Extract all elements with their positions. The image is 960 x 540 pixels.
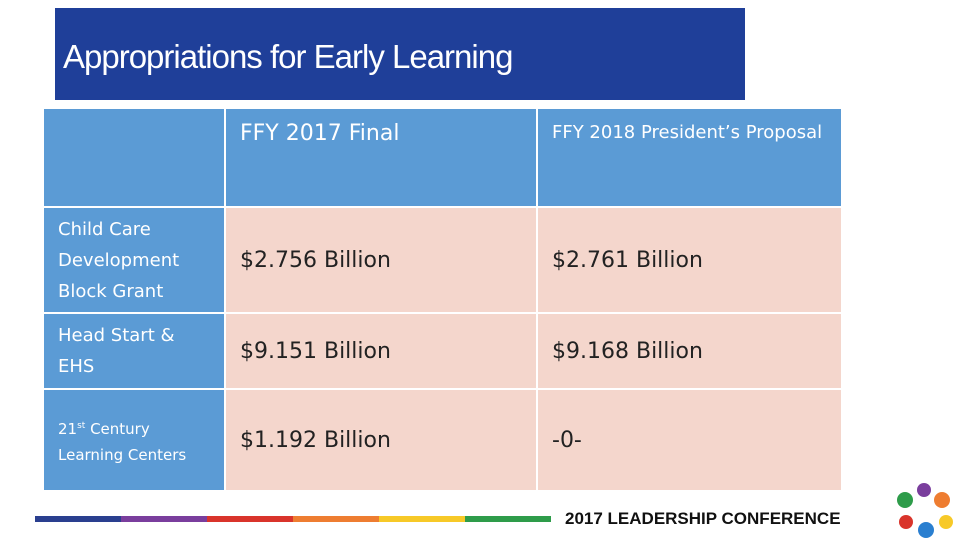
value-cell: $9.168 Billion: [537, 313, 842, 389]
value-cell: $1.192 Billion: [225, 389, 537, 491]
logo-hand: [917, 483, 931, 497]
header-cell: FFY 2017 Final: [225, 108, 537, 207]
logo-hand: [897, 492, 913, 508]
row-label-text: 21st Century Learning Centers: [58, 413, 210, 468]
row-label-text: Child Care Development Block Grant: [58, 214, 210, 307]
label-part: Head Start & EHS: [58, 325, 175, 377]
label-part: st: [77, 420, 86, 431]
header-cell: FFY 2018 President’s Proposal: [537, 108, 842, 207]
footer-text: 2017 LEADERSHIP CONFERENCE: [565, 509, 841, 528]
stripe: [379, 516, 465, 522]
value-cell: $2.761 Billion: [537, 207, 842, 313]
logo-hand: [918, 522, 934, 538]
title-bar: Appropriations for Early Learning: [55, 8, 745, 100]
stripe: [465, 516, 551, 522]
value-cell: $2.756 Billion: [225, 207, 537, 313]
label-part: Child Care Development Block Grant: [58, 218, 180, 302]
label-part: Century Learning Centers: [58, 419, 187, 464]
logo-hand: [899, 515, 913, 529]
row-label: 21st Century Learning Centers: [43, 389, 225, 491]
stripe: [35, 516, 121, 522]
value-cell: -0-: [537, 389, 842, 491]
row-label: Head Start & EHS: [43, 313, 225, 389]
header-empty-cell: [43, 108, 225, 207]
label-part: 21: [58, 419, 78, 438]
title: Appropriations for Early Learning: [63, 38, 513, 75]
row-label-text: Head Start & EHS: [58, 320, 210, 382]
logo-hand: [939, 515, 953, 529]
row-label: Child Care Development Block Grant: [43, 207, 225, 313]
value-cell: $9.151 Billion: [225, 313, 537, 389]
stripe: [121, 516, 207, 522]
logo-hand: [934, 492, 950, 508]
stripe: [293, 516, 379, 522]
stripe: [207, 516, 293, 522]
